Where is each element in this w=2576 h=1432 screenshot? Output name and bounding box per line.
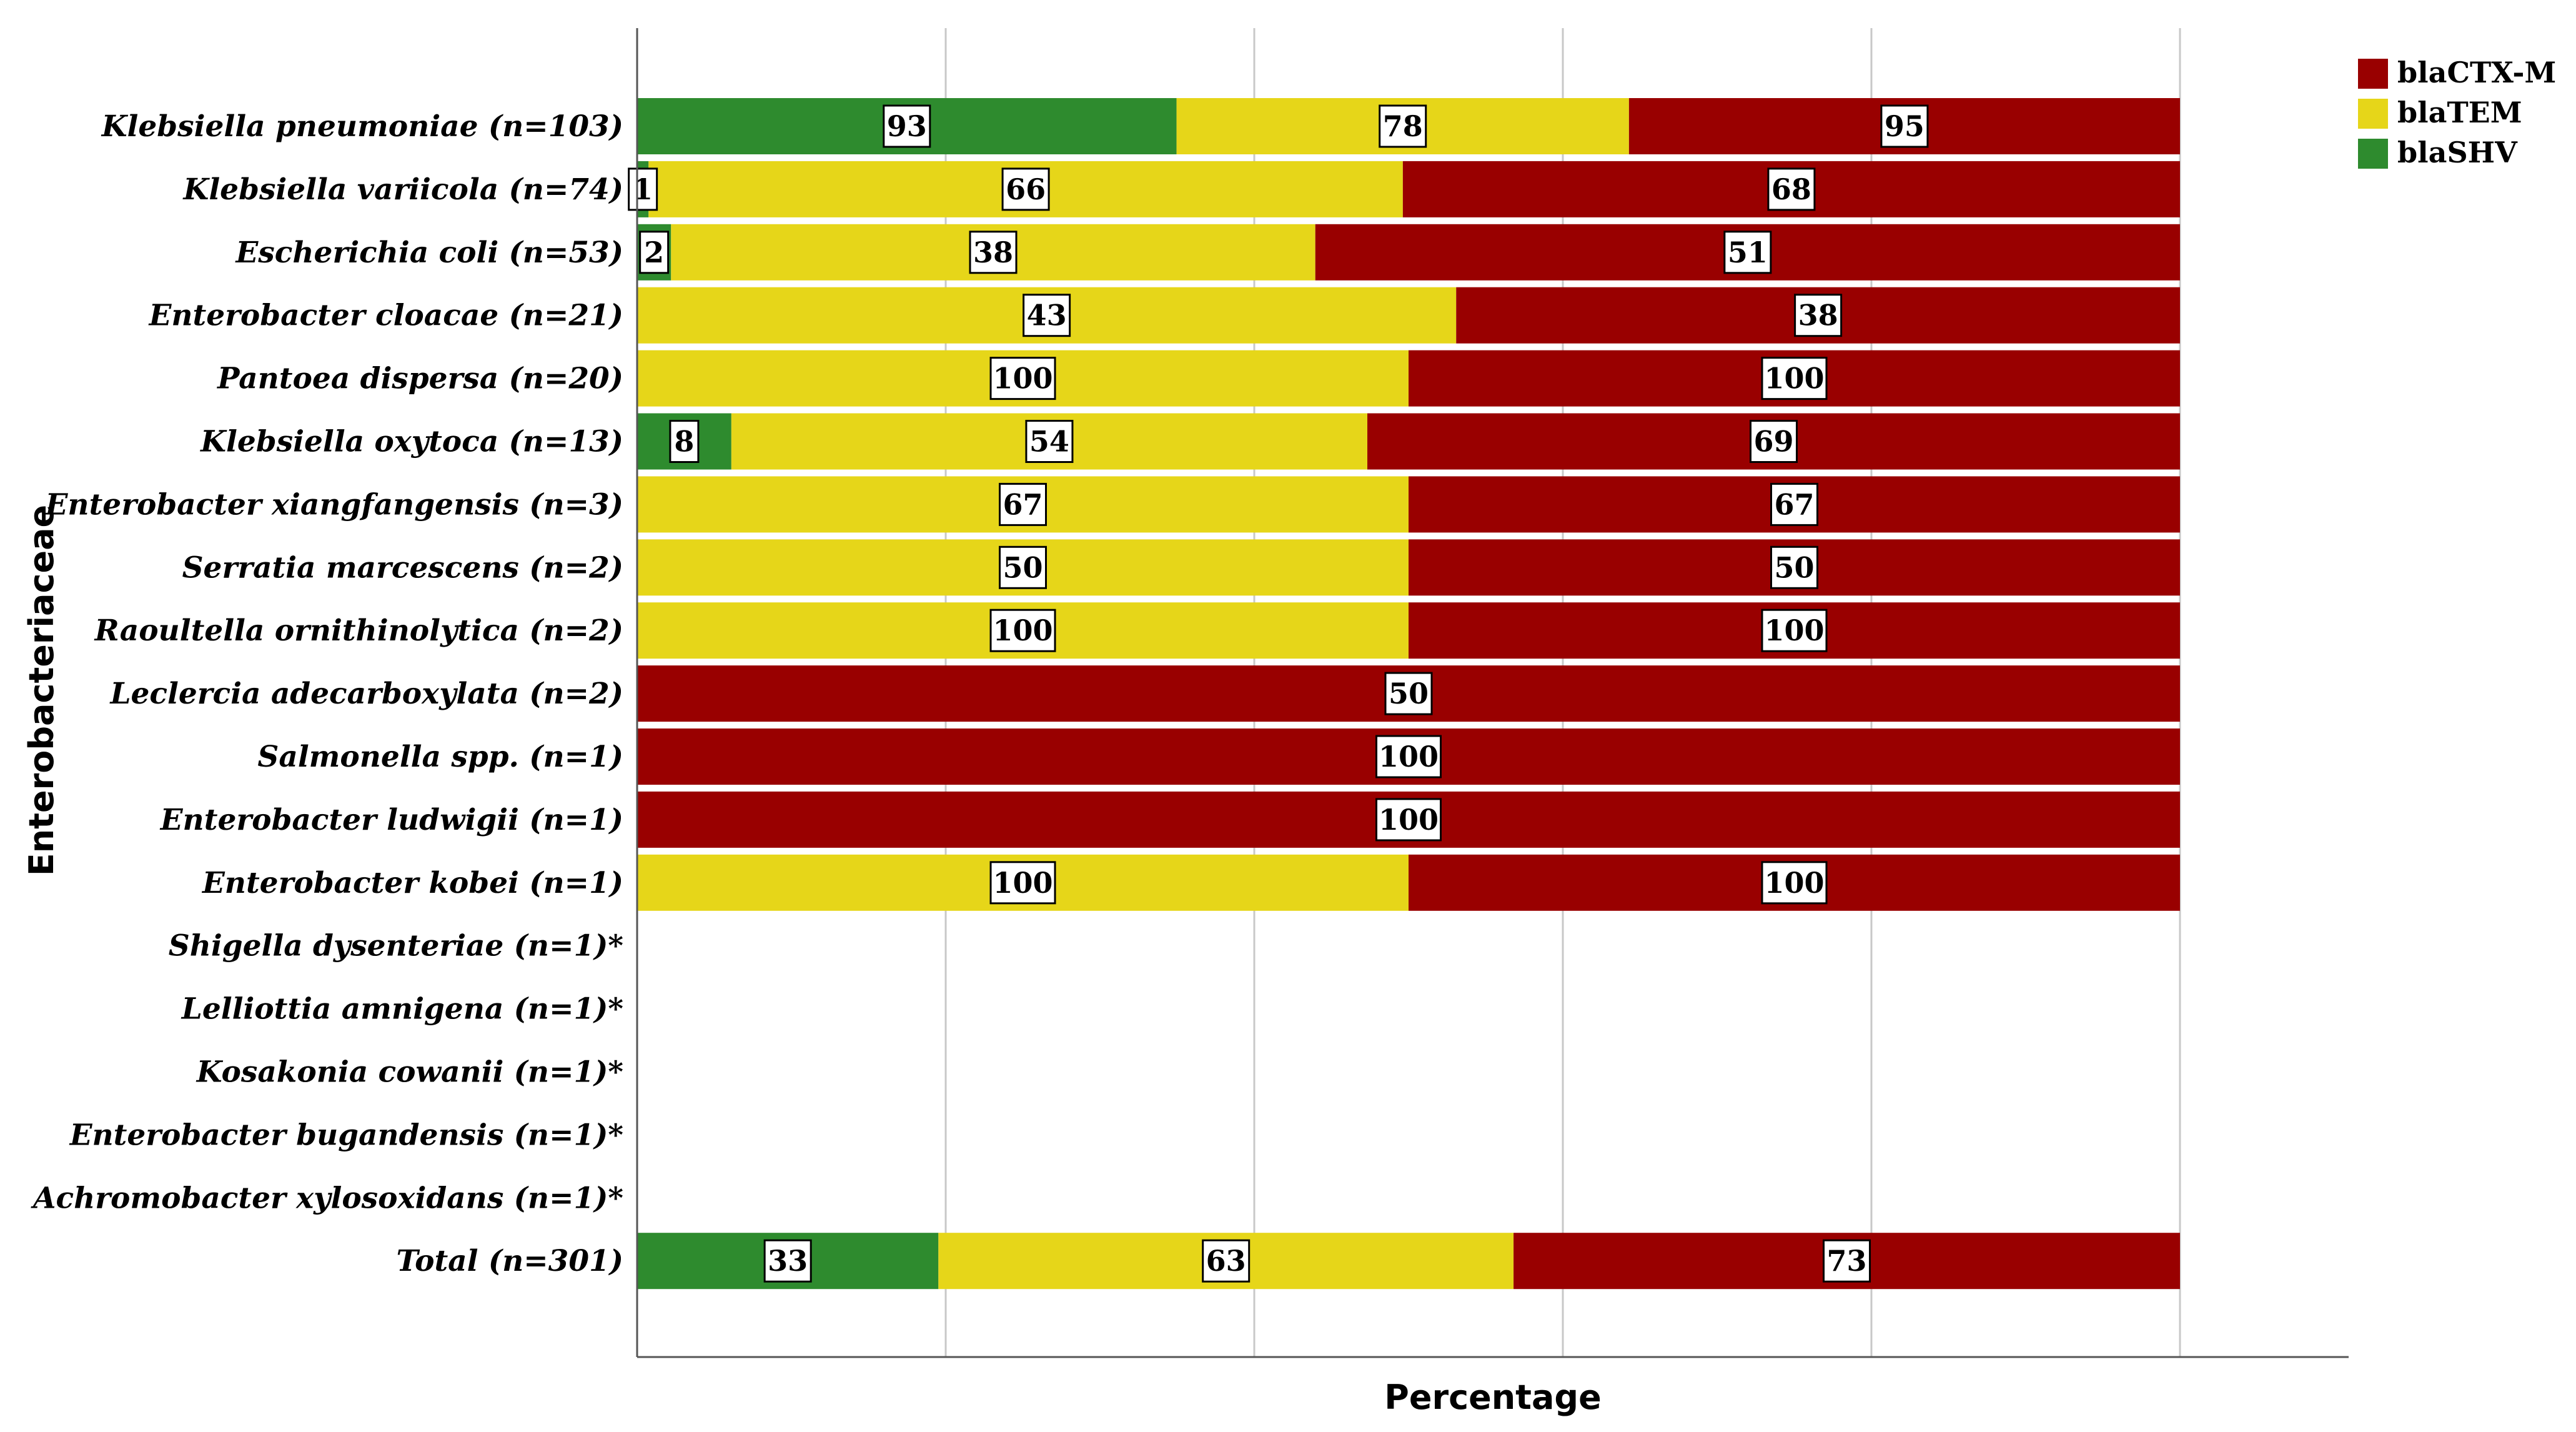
data-label: 69 — [1753, 425, 1793, 459]
data-label-box — [1375, 735, 1442, 778]
category-label: Enterobacter ludwigii (n=1) — [159, 803, 623, 837]
data-label: 33 — [768, 1244, 808, 1278]
category-label: Klebsiella pneumoniae (n=103) — [101, 109, 623, 144]
data-label: 100 — [1764, 362, 1824, 395]
data-label-box — [1770, 482, 1818, 526]
category-label: Klebsiella oxytoca (n=13) — [199, 425, 623, 459]
data-label: 63 — [1206, 1244, 1246, 1278]
category-label: Achromobacter xylosoxidans (n=1)* — [31, 1181, 623, 1215]
data-label: 73 — [1827, 1244, 1867, 1278]
data-label: 100 — [1379, 803, 1439, 837]
category-label: Enterobacter bugandensis (n=1)* — [69, 1118, 623, 1152]
data-label-box — [639, 231, 670, 274]
data-label-box — [999, 545, 1047, 589]
legend: blaCTX-M blaTEM blaSHV — [2358, 56, 2556, 169]
category-label: Enterobacter xiangfangensis (n=3) — [44, 487, 623, 522]
data-label-box — [989, 609, 1056, 652]
category-label: Lelliottia amnigena (n=1)* — [181, 992, 623, 1027]
category-label: Serratia marcescens (n=2) — [182, 550, 623, 585]
data-label: 78 — [1383, 109, 1423, 143]
category-label: Salmonella spp. (n=1) — [257, 740, 623, 774]
data-label-box — [1750, 420, 1798, 463]
data-label: 95 — [1885, 109, 1925, 143]
data-label-box — [1880, 104, 1929, 148]
data-label: 100 — [993, 362, 1053, 395]
data-label-box — [763, 1239, 812, 1283]
category-label: Kosakonia cowanii (n=1)* — [196, 1055, 623, 1090]
category-label: Pantoea dispersa (n=20) — [216, 362, 623, 396]
data-label-box — [1025, 420, 1074, 463]
data-labels: 93 78 95 1 66 68 2 38 51 43 38 100 100 8 54 69 67 67 50 50 1… — [628, 104, 1929, 1283]
data-label: 38 — [1798, 299, 1838, 332]
data-label-box — [989, 861, 1056, 905]
data-label-box — [1202, 1239, 1251, 1283]
data-label: 100 — [993, 866, 1053, 900]
data-label-box — [969, 231, 1018, 274]
data-label-box — [1761, 861, 1828, 905]
data-label: 67 — [1003, 487, 1043, 521]
data-label: 67 — [1774, 487, 1814, 521]
legend-swatch — [2358, 59, 2388, 89]
category-label: Total (n=301) — [397, 1244, 623, 1278]
data-label: 50 — [1389, 677, 1429, 710]
data-label: 38 — [973, 236, 1013, 269]
data-label-box — [1001, 167, 1050, 211]
data-label-box — [1384, 672, 1433, 715]
category-label: Enterobacter cloacae (n=21) — [148, 299, 623, 333]
data-label: 2 — [644, 236, 664, 269]
data-label: 100 — [993, 614, 1053, 647]
data-label: 43 — [1027, 299, 1067, 332]
data-label: 66 — [1006, 172, 1046, 206]
data-label-box — [1823, 1239, 1871, 1283]
y-axis-title: Enterobacteriaceae — [22, 505, 61, 876]
axes — [636, 28, 2349, 1358]
data-label: 1 — [633, 172, 653, 206]
category-label: Klebsiella variicola (n=74) — [182, 172, 623, 207]
data-label: 54 — [1029, 425, 1069, 459]
data-label: 8 — [674, 425, 694, 459]
legend-label: blaCTX-M — [2397, 56, 2556, 89]
data-label-box — [1375, 798, 1442, 842]
data-label-box — [1767, 167, 1816, 211]
data-label-box — [669, 420, 700, 463]
data-label-box — [1761, 357, 1828, 400]
legend-label: blaSHV — [2397, 136, 2518, 169]
data-label-box — [989, 357, 1056, 400]
data-label-box — [628, 167, 658, 211]
data-label: 100 — [1379, 740, 1439, 773]
data-label-box — [1379, 104, 1427, 148]
data-label-box — [1770, 545, 1818, 589]
data-label: 93 — [887, 109, 927, 143]
data-label-box — [883, 104, 931, 148]
data-label-box — [1023, 294, 1071, 337]
data-label-box — [1723, 231, 1772, 274]
data-label: 100 — [1764, 614, 1824, 647]
data-label: 51 — [1728, 236, 1768, 269]
data-label: 68 — [1771, 172, 1811, 206]
data-label: 50 — [1003, 550, 1043, 584]
category-label: Shigella dysenteriae (n=1)* — [169, 929, 623, 963]
data-label: 100 — [1764, 866, 1824, 900]
data-label-box — [1761, 609, 1828, 652]
legend-label: blaTEM — [2397, 96, 2522, 129]
x-axis-title: Percentage — [1384, 1378, 1601, 1417]
data-label: 50 — [1774, 550, 1814, 584]
category-label: Enterobacter kobei (n=1) — [201, 866, 623, 900]
category-label: Raoultella ornithinolytica (n=2) — [94, 614, 623, 648]
category-label: Leclercia adecarboxylata (n=2) — [109, 677, 623, 711]
data-label-box — [1794, 294, 1843, 337]
category-label: Escherichia coli (n=53) — [234, 236, 623, 270]
legend-swatch — [2358, 139, 2388, 169]
data-label-box — [999, 482, 1047, 526]
category-labels: Klebsiella pneumoniae (n=103) Klebsiella … — [31, 109, 623, 1278]
legend-swatch — [2358, 99, 2388, 129]
